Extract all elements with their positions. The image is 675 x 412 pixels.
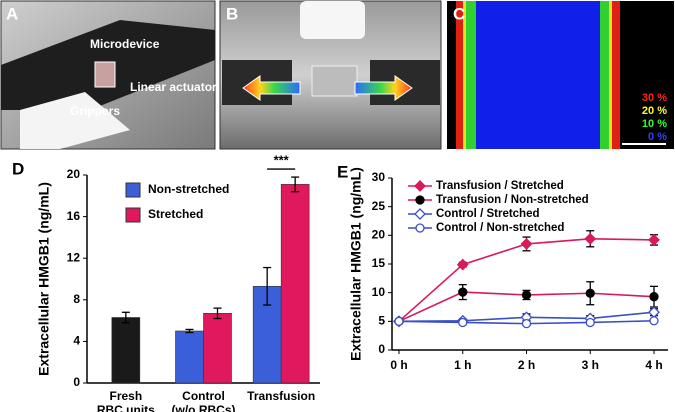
marker [649,292,659,302]
y-axis-label: Extracellular HMGB1 (ng/mL) [348,167,364,361]
y-tick-label: 12 [67,250,81,264]
y-tick-label: 5 [378,314,385,328]
annotation: Linear actuator [130,80,217,94]
legend-label: Transfusion / Non-stretched [436,194,589,206]
bar [175,330,204,384]
legend-label: Stretched [148,207,203,221]
y-tick-label: 20 [67,167,81,181]
y-tick-label: 0 [378,342,385,356]
marker [414,180,426,192]
marker [648,234,660,246]
y-tick-label: 25 [372,199,386,213]
y-tick-label: 10 [372,285,386,299]
arrow [242,75,301,101]
scale-label: 30 % [642,92,667,104]
panel-label: D [12,159,24,178]
marker [456,258,469,271]
marker [584,232,597,245]
legend-label: Control / Non-stretched [436,222,564,234]
marker [414,208,426,220]
x-tick-label: 3 h [582,358,599,372]
legend-swatch [125,207,141,223]
scale-bar [622,143,666,145]
y-tick-label: 8 [73,292,80,306]
stripe [456,1,463,149]
panel-b: B [219,0,442,150]
panel-label: E [337,162,348,181]
x-tick-label: 4 h [645,358,662,372]
x-tick-label: 0 h [390,358,407,372]
y-tick-label: 30 [372,170,386,184]
marker [585,317,595,328]
x-tick-label: 1 h [454,358,471,372]
marker [394,316,404,326]
x-tick-label: 2 h [518,358,535,372]
x-tick-label: RBC units [97,403,155,412]
y-tick-label: 0 [73,375,80,389]
bar [203,313,232,384]
y-tick-label: 20 [372,228,386,242]
y-axis-label: Extracellular HMGB1 (ng/mL) [36,182,52,376]
marker [585,288,595,298]
scale-label: 0 % [648,131,667,143]
scale-label: 20 % [642,105,667,117]
legend-swatch [125,182,141,198]
paper [20,92,130,149]
stripe [612,1,620,149]
legend-label: Control / Stretched [436,208,540,220]
marker [458,317,468,328]
marker [521,290,532,300]
stripe [466,1,476,149]
annotation: Grippers [70,104,120,118]
y-tick-label: 16 [67,209,81,223]
marker [520,238,533,250]
microdevice [94,61,116,88]
stripe [476,1,600,149]
marker [649,316,659,326]
stripe [609,1,612,149]
bar [111,317,141,384]
x-tick-label: Fresh [109,389,142,403]
marker [458,287,468,297]
marker [415,223,425,233]
stripe [463,1,466,149]
marker [521,318,532,329]
x-tick-label: (w/o RBCs) [172,403,236,412]
scale-label: 10 % [642,118,667,130]
annotation: Microdevice [90,37,160,51]
objective [300,1,365,39]
legend-label: Non-stretched [148,182,229,196]
panel-label: A [6,4,18,23]
arrow [354,75,413,101]
panel-label: C [453,4,465,23]
x-tick-label: Transfusion [247,389,315,403]
legend-label: Transfusion / Stretched [436,180,564,192]
panel-c: C 30 % 20 % 10 % 0 % [447,1,674,149]
y-tick-label: 15 [372,256,386,270]
bar [280,184,310,384]
annotation: *** [274,153,290,168]
x-tick-label: Control [182,389,225,403]
y-tick-label: 4 [73,334,80,348]
panel-a: A Microdevice Linear actuator Grippers [0,0,217,150]
microdevice [311,65,358,97]
marker [415,195,425,205]
panel-label: B [226,4,238,23]
stripe [600,1,609,149]
